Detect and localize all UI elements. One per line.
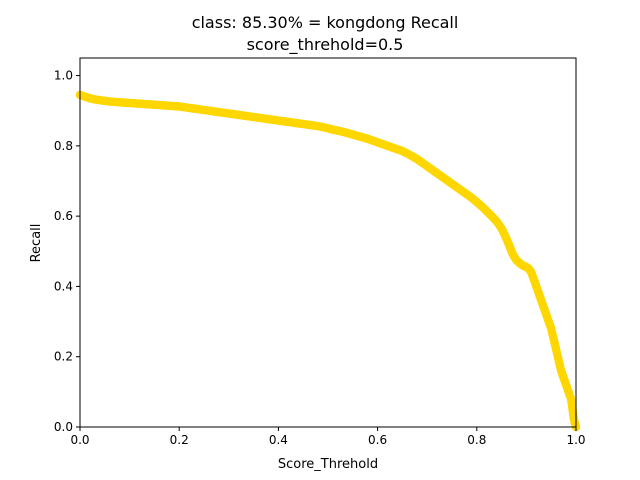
chart-subtitle: score_threhold=0.5: [247, 35, 404, 55]
x-tick-label: 0.6: [368, 433, 387, 447]
x-tick-label: 0.4: [269, 433, 288, 447]
data-points: [75, 90, 581, 432]
x-axis: 0.0 0.2 0.4 0.6 0.8 1.0: [70, 427, 586, 447]
x-tick-label: 0.0: [70, 433, 89, 447]
x-axis-label: Score_Threhold: [278, 457, 378, 472]
plot-frame: [79, 57, 577, 428]
y-tick-label: 0.0: [54, 420, 73, 434]
y-tick-label: 1.0: [54, 69, 73, 83]
x-tick-label: 0.8: [467, 433, 486, 447]
x-tick-label: 0.2: [170, 433, 189, 447]
y-tick-label: 0.6: [54, 209, 73, 223]
y-tick-label: 0.8: [54, 139, 73, 153]
y-axis-label: Recall: [29, 224, 44, 263]
x-tick-label: 1.0: [566, 433, 585, 447]
y-tick-label: 0.2: [54, 350, 73, 364]
chart-title: class: 85.30% = kongdong Recall: [192, 13, 459, 32]
y-axis: 0.0 0.2 0.4 0.6 0.8 1.0: [54, 69, 80, 434]
y-tick-label: 0.4: [54, 279, 73, 293]
